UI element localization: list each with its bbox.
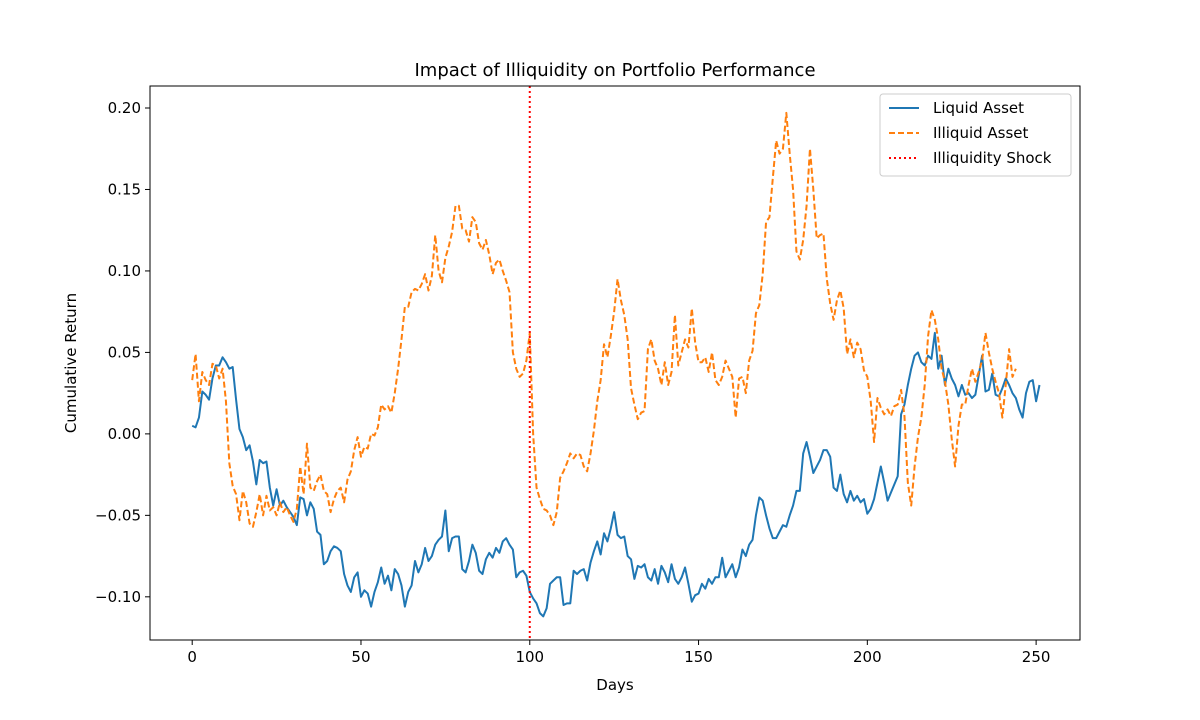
- series-line-illiquid-asset: [191, 111, 1017, 528]
- y-axis: −0.10 −0.05 0.00 0.05 0.10 0.15 0.20: [95, 99, 150, 606]
- series-layer: [191, 86, 1041, 640]
- x-tick-label: 50: [351, 648, 370, 666]
- y-tick-label: −0.10: [95, 588, 141, 606]
- y-tick-label: 0.10: [108, 262, 141, 280]
- x-axis: 0 50 100 150 200 250: [187, 640, 1050, 666]
- y-axis-title: Cumulative Return: [62, 293, 80, 433]
- x-tick-label: 100: [515, 648, 544, 666]
- legend-box: [879, 93, 1072, 177]
- x-axis-title: Days: [596, 676, 634, 694]
- legend-item-illiquidity-shock: Illiquidity Shock: [889, 149, 1052, 167]
- series-line-liquid-asset: [191, 331, 1041, 618]
- legend-item-liquid-asset: Liquid Asset: [889, 99, 1024, 117]
- legend-label: Liquid Asset: [933, 99, 1024, 117]
- x-tick-label: 250: [1022, 648, 1051, 666]
- y-tick-label: 0.20: [108, 99, 141, 117]
- legend: Liquid Asset Illiquid Asset Illiquidity Sh…: [879, 93, 1072, 177]
- legend-label: Illiquid Asset: [933, 124, 1029, 142]
- chart-title: Impact of Illiquidity on Portfolio Perfo…: [414, 60, 815, 81]
- axes-frame: [149, 85, 1081, 641]
- x-tick-label: 200: [853, 648, 882, 666]
- legend-label: Illiquidity Shock: [933, 149, 1052, 167]
- y-tick-label: 0.05: [108, 343, 141, 361]
- legend-item-illiquid-asset: Illiquid Asset: [889, 124, 1029, 142]
- y-tick-label: 0.00: [108, 425, 141, 443]
- y-tick-label: −0.05: [95, 506, 141, 524]
- plot-area: [149, 85, 1081, 641]
- x-tick-label: 0: [187, 648, 197, 666]
- x-tick-label: 150: [684, 648, 713, 666]
- y-tick-label: 0.15: [108, 180, 141, 198]
